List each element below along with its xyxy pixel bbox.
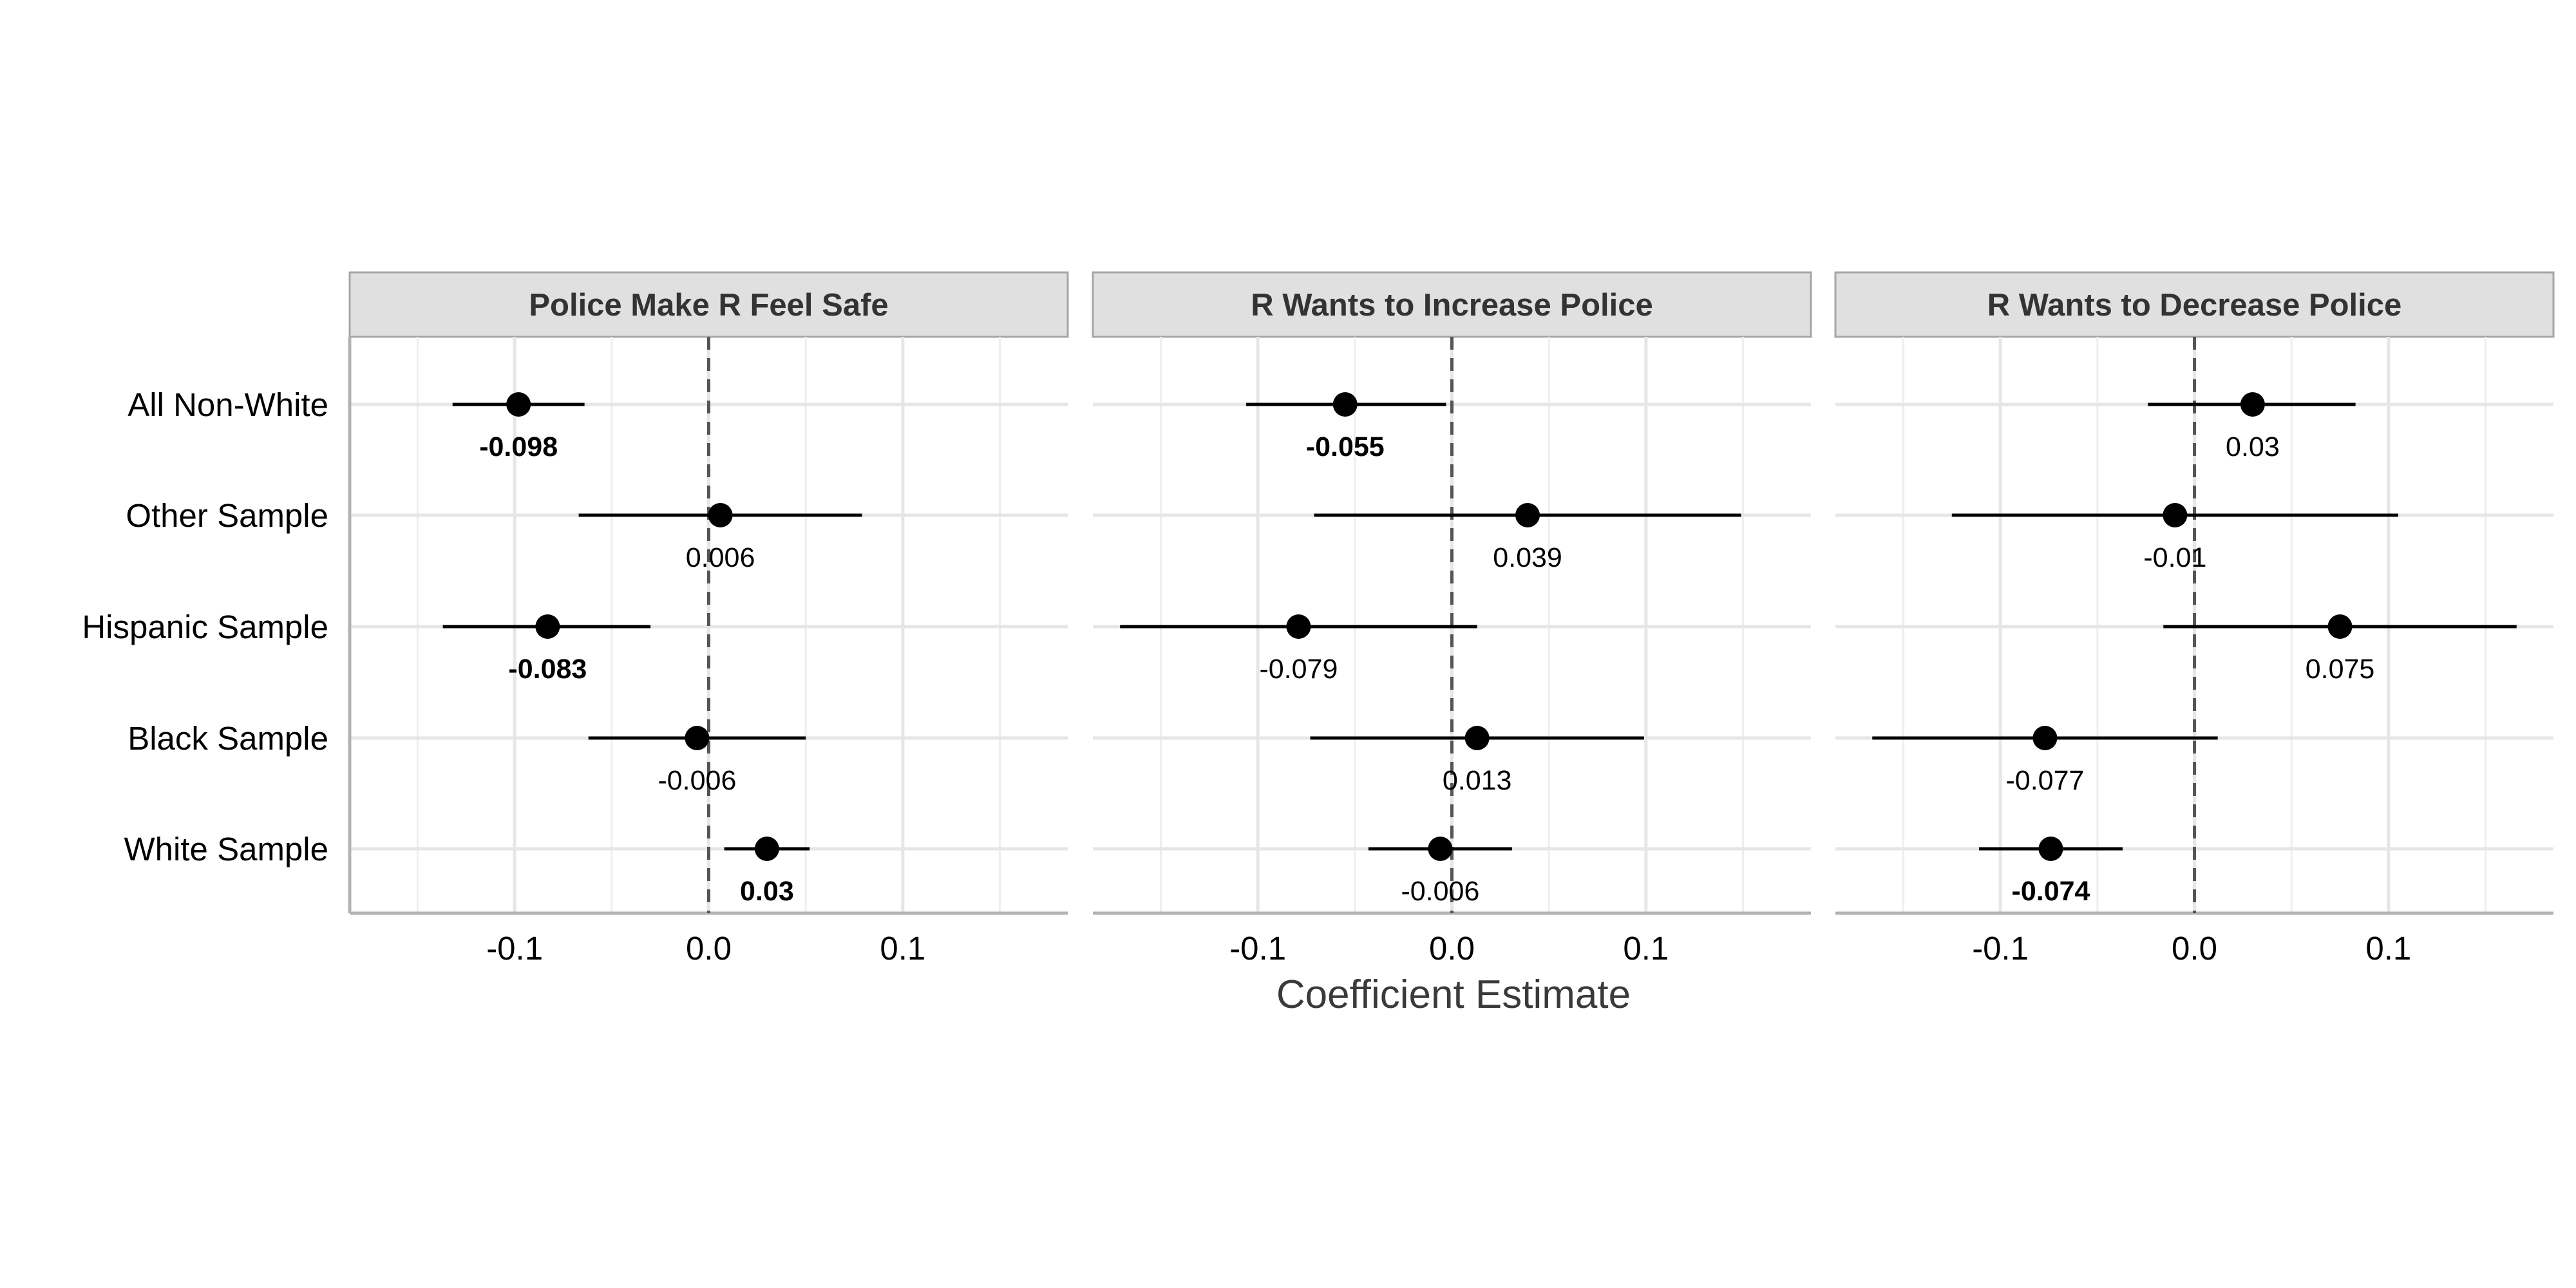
panel-title: R Wants to Increase Police bbox=[1251, 288, 1653, 323]
coefficient-point bbox=[1515, 503, 1540, 527]
x-tick-label: 0.0 bbox=[1429, 930, 1475, 967]
y-axis-labels: All Non-White Other Sample Hispanic Sample… bbox=[82, 386, 328, 867]
panel-title: Police Make R Feel Safe bbox=[529, 288, 888, 323]
value-label: 0.03 bbox=[2226, 431, 2280, 462]
panel-title: R Wants to Decrease Police bbox=[1987, 288, 2402, 323]
value-label: 0.006 bbox=[686, 542, 755, 573]
panel-1: Police Make R Feel Safe -0.1 0.0 0.1 -0.098 0… bbox=[348, 271, 1069, 967]
y-tick-label: All Non-White bbox=[128, 386, 328, 423]
coefficient-point bbox=[2032, 726, 2058, 750]
value-label: 0.013 bbox=[1443, 765, 1512, 796]
panel-2: R Wants to Increase Police -0.1 0.0 0.1 -0.0… bbox=[1092, 271, 1812, 967]
value-label: -0.079 bbox=[1259, 654, 1338, 685]
value-label: -0.083 bbox=[508, 654, 587, 685]
x-tick-label: 0.1 bbox=[1623, 930, 1669, 967]
value-label: -0.098 bbox=[479, 431, 558, 462]
value-label: -0.077 bbox=[2005, 765, 2084, 796]
panel-strip bbox=[1834, 271, 2555, 338]
coefficient-point bbox=[754, 837, 779, 861]
value-label: 0.039 bbox=[1493, 542, 1562, 573]
x-tick-label: -0.1 bbox=[1229, 930, 1286, 967]
coefficient-point bbox=[2163, 503, 2188, 527]
coefficient-point bbox=[708, 503, 733, 527]
x-tick-label: -0.1 bbox=[1972, 930, 2029, 967]
coefficient-point bbox=[2327, 614, 2353, 639]
value-label: 0.03 bbox=[740, 876, 794, 907]
panel-3: R Wants to Decrease Police -0.1 0.0 0.1 0.03… bbox=[1834, 271, 2555, 967]
x-axis-title: Coefficient Estimate bbox=[1276, 972, 1631, 1017]
coefficient-point bbox=[1332, 392, 1358, 417]
y-tick-label: Other Sample bbox=[126, 497, 328, 534]
value-label: -0.055 bbox=[1306, 431, 1385, 462]
panel-strip bbox=[1092, 271, 1812, 338]
x-tick-label: 0.1 bbox=[2365, 930, 2411, 967]
coefficient-point bbox=[1428, 837, 1453, 861]
value-label: 0.075 bbox=[2306, 654, 2375, 685]
panel-strip bbox=[348, 271, 1069, 338]
x-tick-label: 0.0 bbox=[2172, 930, 2217, 967]
value-label: -0.074 bbox=[2012, 876, 2090, 907]
coefficient-point bbox=[2240, 392, 2265, 417]
y-tick-label: White Sample bbox=[124, 831, 328, 867]
coefficient-point bbox=[506, 392, 531, 417]
x-tick-label: 0.0 bbox=[686, 930, 732, 967]
y-tick-label: Black Sample bbox=[128, 720, 328, 757]
value-label: -0.006 bbox=[1401, 876, 1479, 907]
coefficient-point bbox=[1464, 726, 1490, 750]
coefficient-point bbox=[1286, 614, 1311, 639]
value-label: -0.006 bbox=[658, 765, 736, 796]
x-tick-label: -0.1 bbox=[486, 930, 543, 967]
coefficient-point bbox=[535, 614, 560, 639]
value-label: -0.01 bbox=[2143, 542, 2206, 573]
x-tick-label: 0.1 bbox=[880, 930, 925, 967]
y-tick-label: Hispanic Sample bbox=[82, 609, 328, 645]
coefficient-point bbox=[685, 726, 710, 750]
coefficient-point bbox=[2038, 837, 2063, 861]
